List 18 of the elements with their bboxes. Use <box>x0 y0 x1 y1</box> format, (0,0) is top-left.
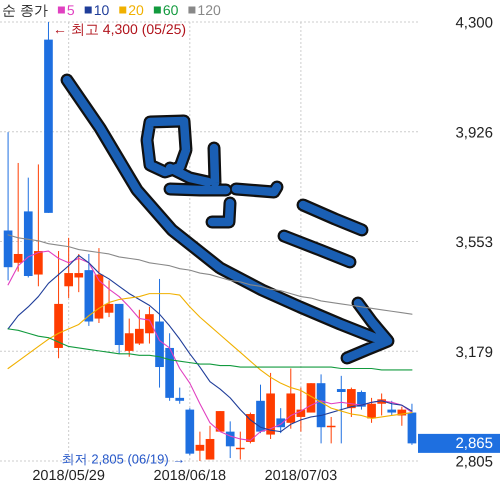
y-tick-label: 2,805 <box>455 454 493 470</box>
y-tick-label: 3,179 <box>455 344 493 361</box>
legend-label: 10 <box>94 2 110 18</box>
line-series <box>8 328 412 371</box>
legend-label: 20 <box>128 2 144 18</box>
y-tick-label: 3,926 <box>455 124 493 142</box>
annotation: ← 최고 4,300 (05/25) <box>53 21 186 37</box>
legend-title: 순 종가 <box>2 2 48 18</box>
annotation: 최저 2,805 (06/19) → <box>62 452 186 466</box>
x-tick-label: 2018/06/18 <box>154 468 226 484</box>
y-tick-label: 4,300 <box>455 14 493 32</box>
legend-label: 120 <box>197 2 221 18</box>
x-tick-label: 2018/05/29 <box>32 468 105 484</box>
legend-label: 5 <box>66 2 75 18</box>
x-tick-label: 2018/07/03 <box>264 468 338 484</box>
text: 2,865 <box>455 434 493 452</box>
legend-label: 60 <box>162 2 179 18</box>
y-tick-label: 3,553 <box>455 234 493 251</box>
